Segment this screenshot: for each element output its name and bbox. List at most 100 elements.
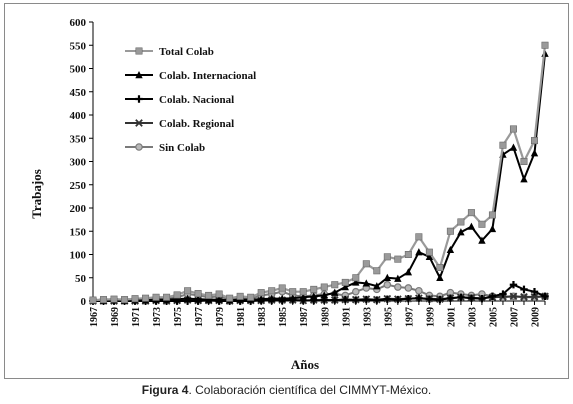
series-colab-nacional-point [362,295,371,304]
y-tick-label: 400 [70,110,87,122]
series-total-colab-point [530,137,538,145]
series-total-colab-point [394,255,402,263]
x-tick-label: 1989 [320,307,331,327]
series-total-colab-point [520,158,528,166]
x-tick-label: 2003 [467,307,478,327]
x-tick-label: 2005 [488,307,499,327]
series-total-colab-point [89,296,97,304]
series-total-colab-point [173,291,181,299]
series-colab-internacional-point [394,274,402,282]
series-colab-nacional-point [541,292,549,301]
series-total-colab-point [121,296,129,304]
series-total-colab [89,41,549,304]
legend-item-total-colab: Total Colab [125,46,214,58]
series-colab-nacional-point [446,294,455,302]
x-axis-title: Años [291,357,319,372]
legend-item-colab-nacional-label: Colab. Nacional [159,94,234,106]
series-total-colab-point [268,287,276,295]
series-total-colab-line [92,45,547,302]
series-colab-internacional-point [446,245,455,254]
y-tick-label: 50 [75,273,87,285]
x-tick-label: 1987 [299,307,310,327]
series-colab-nacional-point [404,294,413,303]
x-tick-label: 1997 [404,307,415,327]
series-total-colab-point [541,41,549,49]
legend-item-colab-internacional-swatch-marker [135,71,143,79]
y-axis-title: Trabajos [29,169,44,219]
series-total-colab-point [425,248,433,256]
series-colab-regional-point [520,292,528,301]
y-tick-label: 500 [70,64,87,76]
y-tick-label: 600 [70,17,87,29]
series-colab-nacional-point [331,296,339,304]
legend-item-colab-regional: Colab. Regional [125,118,234,130]
series-colab-nacional-point [436,295,444,304]
legend-item-colab-nacional: Colab. Nacional [125,94,234,106]
series-colab-regional-point [530,292,539,301]
series-colab-nacional-point [467,294,476,302]
series-total-colab-point [257,289,265,297]
series-colab-internacional-point [278,294,286,302]
series-total-colab-point [373,267,381,275]
series-total-colab-point [446,227,454,235]
series-colab-internacional-point [362,279,371,287]
series-colab-internacional-point [415,248,423,256]
series-colab-nacional-point [383,295,392,303]
series-total-colab-point [299,288,307,296]
series-colab-internacional-point [383,273,392,281]
series-total-colab-point [509,125,517,133]
series-colab-internacional-point [425,252,434,261]
series-total-colab-point [331,281,339,289]
series-colab-internacional-point [310,292,318,300]
y-tick-label: 150 [70,226,87,238]
series-colab-internacional-point [267,294,276,302]
series-colab-internacional-point [320,291,328,299]
series-total-colab-point [110,295,118,303]
legend-item-total-colab-swatch-marker [135,47,143,55]
series-colab-nacional-point [394,295,402,304]
series-total-colab-point [383,253,391,261]
series-colab-internacional [89,49,549,304]
series-total-colab-point [457,218,465,226]
legend-item-colab-regional-label: Colab. Regional [159,118,234,130]
series-total-colab-point [310,285,318,293]
series-total-colab-point [236,292,244,300]
series-total-colab-point [184,287,192,295]
series-total-colab-point [478,220,486,228]
series-total-colab-point [415,233,423,241]
series-colab-nacional-point [341,295,349,304]
series-colab-internacional-point [488,224,497,233]
series-colab-nacional-point [373,296,381,304]
y-tick-label: 250 [70,180,87,192]
series-colab-nacional-point [499,290,507,298]
x-tick-label: 1969 [110,307,121,327]
series-total-colab-point [499,141,507,149]
legend-item-colab-internacional-label: Colab. Internacional [159,70,256,82]
x-tick-label: 1975 [173,307,184,327]
legend-item-total-colab-label: Total Colab [159,46,214,58]
line-chart: 0 50 100 150 200 250 300 350 400 450 500 550 600 196… [29,17,549,372]
series-colab-internacional-point [204,295,213,303]
series-colab-internacional-point [289,294,297,302]
x-tick-label: 1985 [278,307,289,327]
series-colab-nacional-point [488,292,497,301]
y-tick-label: 100 [70,250,87,262]
legend-item-colab-regional-swatch-marker [135,119,143,127]
x-tick-label: 1977 [194,307,205,327]
figure-caption: Figura 4. Colaboración científica del CI… [0,383,573,397]
series-colab-nacional-point [457,293,465,301]
series-layer [89,41,549,305]
series-colab-internacional-point [194,295,202,303]
legend: Total Colab Colab. Internacional Colab. Na… [125,46,256,154]
series-total-colab-point [467,209,475,217]
x-tick-label: 2001 [446,307,457,327]
y-tick-label: 350 [70,133,87,145]
series-total-colab-point [142,294,150,302]
series-colab-internacional-point [373,282,381,290]
series-total-colab-point [215,290,223,298]
y-tick-label: 450 [70,87,87,99]
series-colab-nacional-point [520,285,528,294]
x-tick-label: 1999 [425,307,436,327]
series-colab-regional-point [509,292,518,301]
x-tick-label: 1981 [236,307,247,327]
